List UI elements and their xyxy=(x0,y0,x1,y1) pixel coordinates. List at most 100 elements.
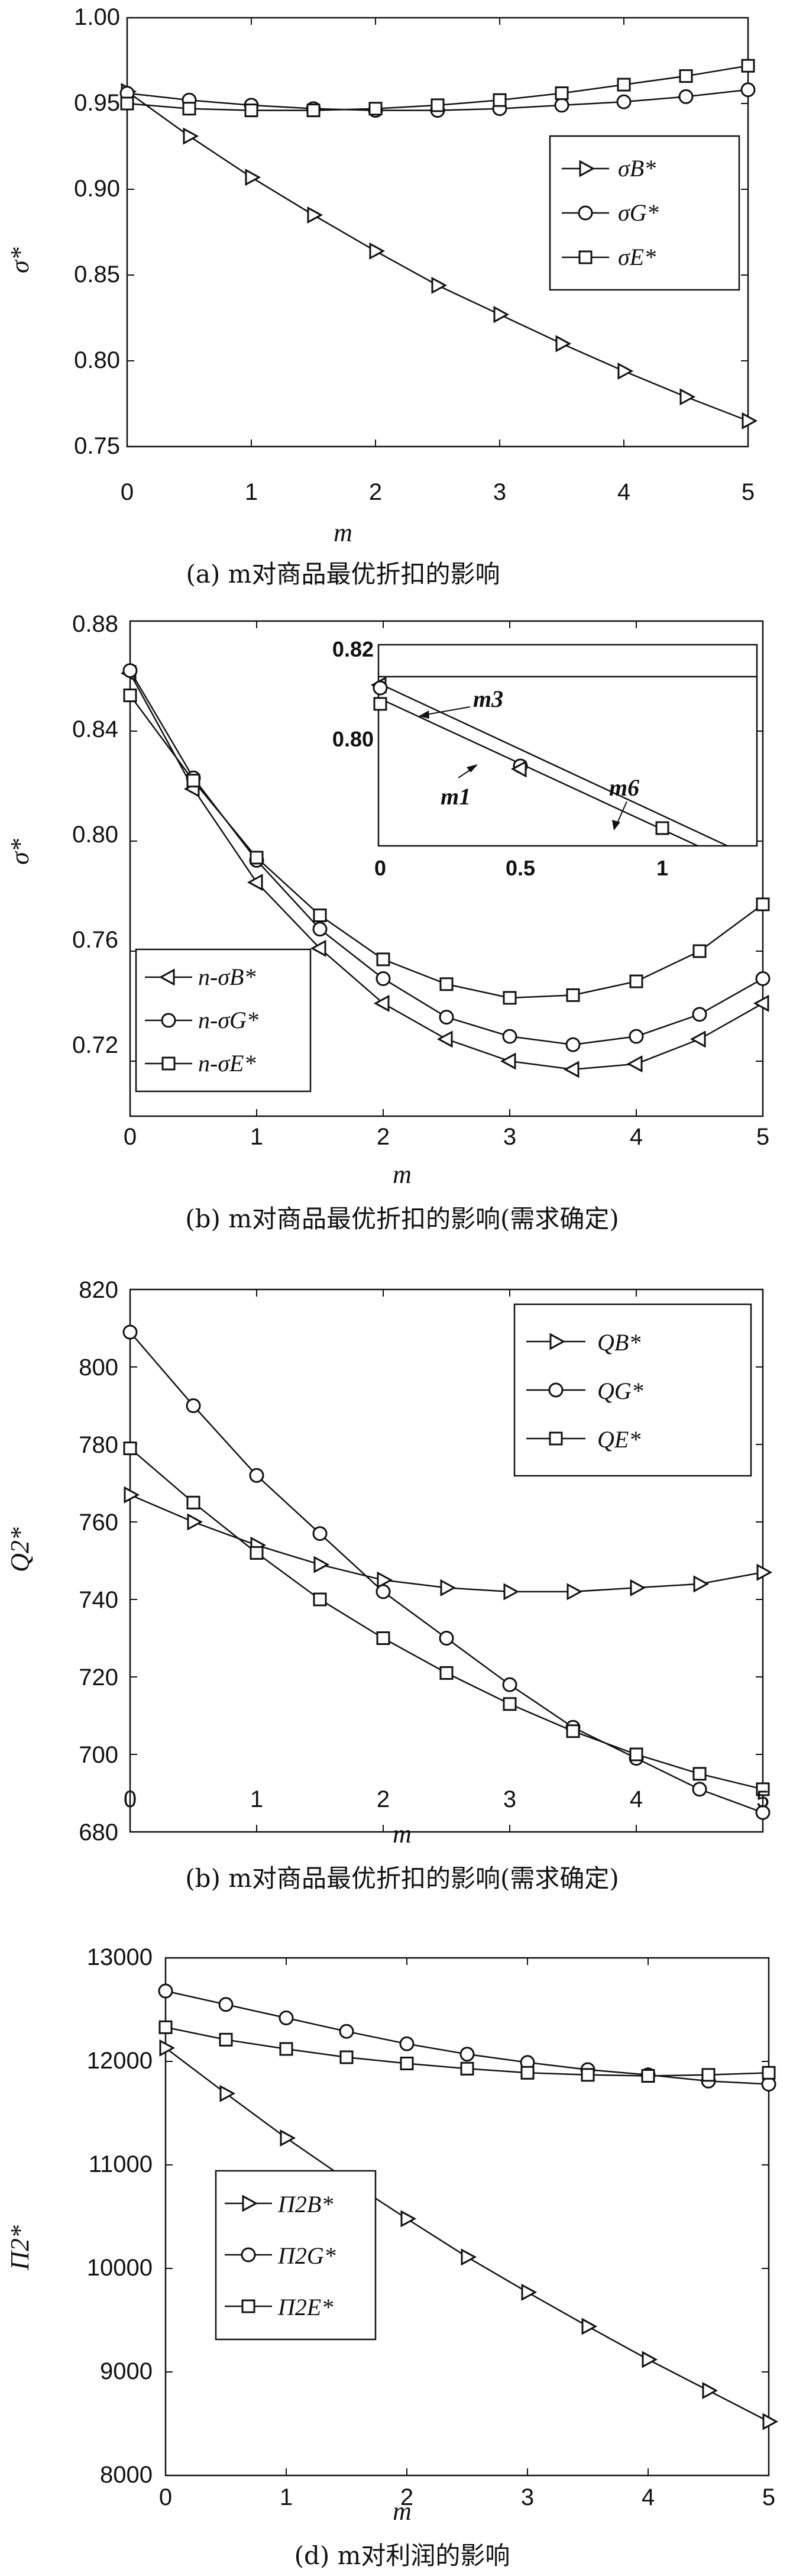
data-point-2e xyxy=(158,2020,173,2034)
x-tick-label: 3 xyxy=(493,479,506,505)
data-point-b xyxy=(555,335,571,352)
data-point-2b xyxy=(642,2351,657,2368)
inset-x-tick-label: 0.5 xyxy=(506,856,535,880)
data-point-qb xyxy=(124,1486,139,1503)
y-tick-label: 12000 xyxy=(87,2048,153,2074)
data-point-2b xyxy=(702,2383,717,2399)
inset-lower-line xyxy=(378,697,698,847)
y-tick-label: 0.90 xyxy=(74,176,120,202)
data-point-n-g xyxy=(376,971,391,986)
data-point-e xyxy=(430,98,445,112)
legend-label-sigma-e: σE* xyxy=(618,244,656,270)
y-tick-label: 0.80 xyxy=(74,347,120,373)
x-tick-label: 0 xyxy=(159,2484,172,2510)
x-tick-label: 1 xyxy=(245,479,258,505)
data-point-2e xyxy=(460,2061,474,2076)
panel-c: (b) m对商品最优折扣的影响(需求确定) m Q2* 820 800 780 … xyxy=(5,1277,769,1893)
x-tick-label: 0 xyxy=(124,1124,137,1150)
data-point-b xyxy=(679,389,695,405)
legend-marker-square xyxy=(161,1056,176,1071)
data-point-qb xyxy=(567,1583,582,1600)
legend-label-n-sigma-e: n-σE* xyxy=(198,1050,255,1077)
legend-label-n-sigma-g: n-σG* xyxy=(198,1007,258,1033)
data-point-e xyxy=(120,96,134,111)
annotation-m3: m3 xyxy=(473,686,503,712)
data-point-b xyxy=(307,207,322,223)
data-point-qb xyxy=(440,1579,455,1596)
data-point-qg xyxy=(692,1782,707,1797)
tick-labels-a: 1.00 0.95 0.90 0.85 0.80 0.75 0 1 2 3 4 … xyxy=(74,4,755,505)
data-point-2e xyxy=(701,2068,716,2082)
panel-d: (d) m对利润的影响 m Π2* 13000 12000 11000 1000… xyxy=(5,1944,775,2570)
data-point-g xyxy=(554,98,569,113)
x-tick-label: 4 xyxy=(630,1124,643,1150)
legend-label-q-g: QG* xyxy=(597,1378,643,1404)
data-point-2b xyxy=(400,2210,416,2227)
data-point-n-g xyxy=(692,1007,707,1022)
inset-y-tick-label: 0.80 xyxy=(332,727,374,751)
data-point-2g xyxy=(459,2047,475,2062)
data-point-n-b xyxy=(691,1031,706,1048)
data-point-e xyxy=(182,102,196,116)
x-tick-label: 1 xyxy=(250,1786,263,1812)
panel-b: (b) m对商品最优折扣的影响(需求确定) m σ* 0.88 0.84 0.8… xyxy=(5,611,769,1233)
data-point-qe xyxy=(250,1546,264,1560)
data-point-n-e xyxy=(566,988,580,1002)
data-point-2b xyxy=(762,2413,778,2430)
data-point-n-b xyxy=(248,874,263,891)
inset-marker-circle xyxy=(373,680,388,696)
x-axis-label-d: m xyxy=(393,2497,412,2526)
data-point-n-e xyxy=(692,944,707,958)
legend-a: σB* σG* σE* xyxy=(549,135,740,291)
x-tick-label: 2 xyxy=(400,2484,413,2510)
data-point-qb xyxy=(693,1576,708,1592)
data-point-2g xyxy=(218,1997,234,2012)
x-tick-label: 3 xyxy=(503,1786,516,1812)
y-tick-label: 760 xyxy=(79,1510,118,1536)
plot-area-2 xyxy=(122,1288,772,1833)
data-point-2e xyxy=(581,2068,595,2082)
data-point-g xyxy=(740,82,756,98)
data-point-2b xyxy=(280,2130,295,2146)
data-point-2g xyxy=(339,2024,354,2039)
data-point-n-e xyxy=(756,897,770,912)
inset-frame xyxy=(377,644,758,847)
x-tick-label: 5 xyxy=(756,1124,769,1150)
data-point-n-g xyxy=(755,971,771,986)
data-point-qg xyxy=(376,1584,391,1599)
y-tick-label: 0.88 xyxy=(72,611,118,637)
data-point-2e xyxy=(520,2066,535,2080)
y-tick-label: 8000 xyxy=(100,2462,153,2488)
data-point-qb xyxy=(756,1564,772,1580)
data-point-e xyxy=(306,104,321,118)
data-point-g xyxy=(678,89,694,104)
data-point-b xyxy=(617,363,633,379)
plot-frame xyxy=(129,1288,764,1833)
data-point-n-e xyxy=(503,991,517,1005)
data-point-b xyxy=(493,306,509,323)
data-point-qe xyxy=(503,1697,517,1711)
data-point-b xyxy=(369,243,384,259)
data-point-2e xyxy=(279,2042,293,2056)
y-axis-label-d: Π2* xyxy=(5,2225,34,2271)
legend-label-pi-e: Π2E* xyxy=(277,2294,333,2320)
data-point-b xyxy=(742,413,757,429)
y-axis-label-c: Q2* xyxy=(5,1527,34,1572)
tick-labels-d: 13000 12000 11000 10000 9000 8000 0 1 2 … xyxy=(87,1944,775,2510)
data-point-2e xyxy=(762,2066,776,2080)
y-tick-label: 0.84 xyxy=(72,716,118,742)
legend-label-q-b: QB* xyxy=(597,1329,640,1356)
data-point-qb xyxy=(187,1514,202,1530)
x-tick-label: 1 xyxy=(250,1124,263,1150)
legend-label-pi-g: Π2G* xyxy=(277,2242,336,2269)
y-tick-label: 0.75 xyxy=(74,433,120,459)
data-point-n-e xyxy=(186,774,200,788)
panel-a: (a) m对商品最优折扣的影响 m σ* 1.00 0.95 0.90 0.85… xyxy=(5,4,755,589)
plot-area-0 xyxy=(119,17,757,448)
data-point-e xyxy=(368,102,383,116)
x-tick-label: 2 xyxy=(377,1786,390,1812)
data-point-n-b xyxy=(754,995,769,1011)
data-point-qb xyxy=(313,1556,329,1573)
data-point-2b xyxy=(521,2284,536,2300)
